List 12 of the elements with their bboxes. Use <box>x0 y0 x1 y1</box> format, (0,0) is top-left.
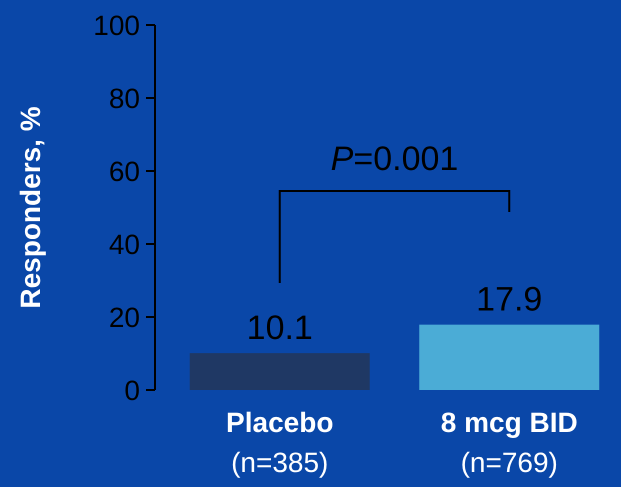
annotation: P=0.001 <box>330 140 458 178</box>
y-tick-label: 20 <box>108 302 140 333</box>
x-tick-label: 8 mcg BID (n=769) <box>440 407 578 478</box>
y-tick-label: 100 <box>93 10 140 41</box>
y-tick-label: 60 <box>108 156 140 187</box>
data-label: 17.9 <box>476 280 542 319</box>
y-tick-label: 80 <box>108 82 140 114</box>
y-tick-label: 0 <box>124 374 140 406</box>
y-axis-title: Responders, % <box>15 106 46 309</box>
data-label: 10.1 <box>246 309 313 348</box>
x-tick-label: Placebo (n=385) <box>226 407 334 478</box>
y-tick-label: 40 <box>108 228 140 260</box>
